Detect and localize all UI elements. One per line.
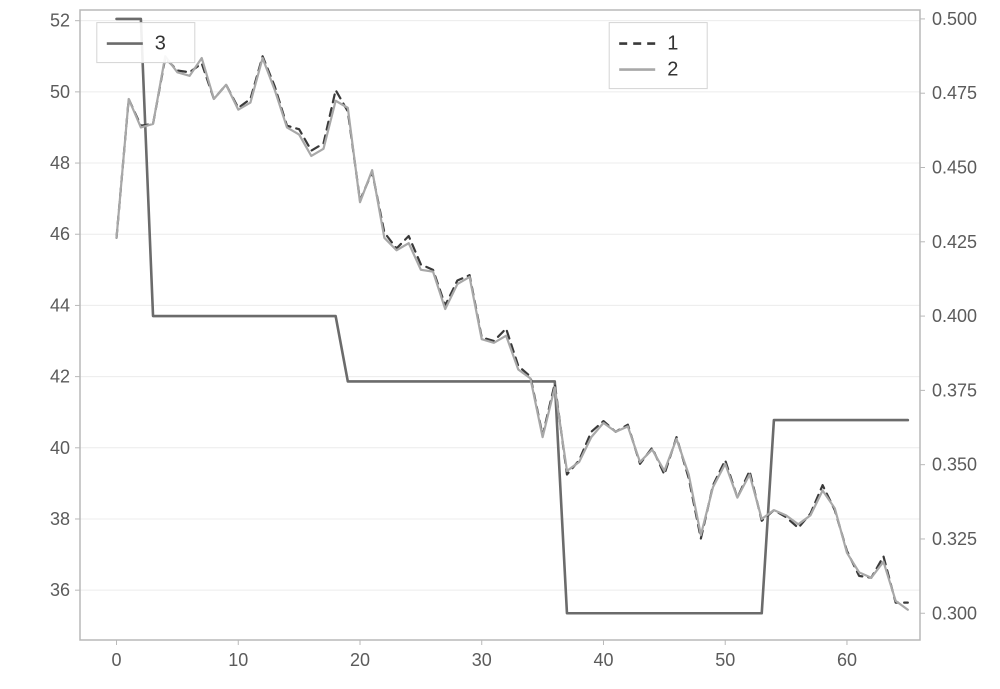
legend-label: 3	[155, 33, 166, 55]
legend-left: 3	[97, 23, 195, 63]
y-right-tick-label: 0.325	[932, 529, 977, 549]
y-right-tick-label: 0.450	[932, 158, 977, 178]
y-left-tick-label: 52	[50, 11, 70, 31]
y-left-tick-label: 40	[50, 438, 70, 458]
y-left-tick-label: 42	[50, 367, 70, 387]
x-tick-label: 20	[350, 650, 370, 670]
y-right-tick-label: 0.350	[932, 455, 977, 475]
y-right-tick-label: 0.400	[932, 306, 977, 326]
chart-bg	[0, 0, 1000, 689]
y-left-tick-label: 50	[50, 82, 70, 102]
y-right-tick-label: 0.375	[932, 380, 977, 400]
legend-label: 1	[667, 33, 678, 55]
x-tick-label: 60	[837, 650, 857, 670]
y-left-tick-label: 46	[50, 224, 70, 244]
legend-right: 12	[609, 23, 707, 89]
chart-svg: 0 10 20 30 40 50 60 36 38 40 42 44 46 48 50 52 0.300 0.32…	[0, 0, 1000, 689]
legend-label: 2	[667, 59, 678, 81]
y-right-tick-label: 0.425	[932, 232, 977, 252]
legend-frame	[609, 23, 707, 89]
chart-container: 0 10 20 30 40 50 60 36 38 40 42 44 46 48 50 52 0.300 0.32…	[0, 0, 1000, 689]
y-right-tick-label: 0.500	[932, 9, 977, 29]
y-left-tick-label: 36	[50, 580, 70, 600]
y-left-tick-label: 38	[50, 509, 70, 529]
x-tick-label: 50	[715, 650, 735, 670]
y-right-tick-label: 0.475	[932, 83, 977, 103]
x-tick-label: 30	[472, 650, 492, 670]
x-tick-label: 0	[112, 650, 122, 670]
y-right-tick-label: 0.300	[932, 603, 977, 623]
x-tick-label: 40	[593, 650, 613, 670]
y-left-tick-label: 44	[50, 295, 70, 315]
y-left-tick-label: 48	[50, 153, 70, 173]
x-tick-label: 10	[228, 650, 248, 670]
